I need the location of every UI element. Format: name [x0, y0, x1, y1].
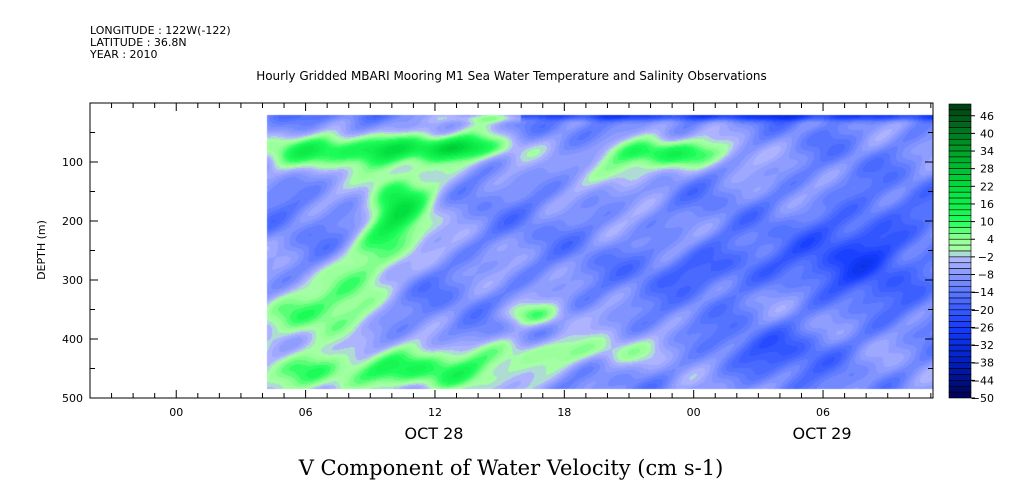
colorbar-swatch: [948, 180, 972, 187]
colorbar-swatch: [948, 333, 972, 340]
colorbar-swatch: [948, 174, 972, 181]
colorbar-swatch: [948, 150, 972, 158]
colorbar-label: −14: [971, 286, 994, 299]
colorbar-swatch: [948, 203, 972, 211]
y-tick-label: 100: [62, 156, 83, 169]
colorbar-swatch: [948, 168, 972, 175]
colorbar-label: −2: [978, 251, 994, 264]
colorbar-swatch: [948, 321, 972, 328]
colorbar-swatch: [948, 274, 972, 281]
colorbar-label: 22: [980, 180, 994, 193]
colorbar-swatch: [948, 227, 972, 234]
colorbar-swatch: [948, 356, 972, 364]
colorbar-label: 16: [980, 198, 994, 211]
x-tick-label: 12: [428, 406, 442, 419]
colorbar-swatch: [948, 215, 972, 222]
colorbar-label: −44: [971, 374, 994, 387]
colorbar-swatch: [948, 197, 972, 205]
plot-title: Hourly Gridded MBARI Mooring M1 Sea Wate…: [256, 69, 767, 83]
colorbar-label: 40: [980, 127, 994, 140]
colorbar-swatch: [948, 233, 972, 240]
colorbar-swatch: [948, 103, 972, 111]
colorbar-swatch: [948, 315, 972, 322]
colorbar-label: −38: [971, 357, 994, 370]
colorbar-swatch: [948, 144, 972, 152]
colorbar-label: 4: [987, 233, 994, 246]
year-label: YEAR : 2010: [90, 48, 158, 61]
colorbar-label: 10: [980, 216, 994, 229]
date-label: OCT 28: [404, 424, 463, 443]
colorbar-swatch: [948, 344, 972, 352]
colorbar-swatch: [948, 374, 972, 381]
colorbar-swatch: [948, 262, 972, 269]
colorbar-swatch: [948, 338, 972, 346]
colorbar-swatch: [948, 391, 972, 399]
longitude-label: LONGITUDE : 122W(-122): [90, 24, 231, 37]
colorbar-swatch: [948, 285, 972, 293]
colorbar-swatch: [948, 209, 972, 217]
colorbar-swatch: [948, 303, 972, 311]
colorbar-swatch: [948, 297, 972, 305]
y-tick-label: 500: [62, 392, 83, 405]
latitude-label: LATITUDE : 36.8N: [90, 36, 187, 49]
colorbar-swatch: [948, 250, 972, 258]
colorbar-label: 28: [980, 163, 994, 176]
colorbar-label: 46: [980, 110, 994, 123]
y-tick-label: 200: [62, 215, 83, 228]
x-tick-label: 06: [299, 406, 313, 419]
colorbar-swatch: [948, 385, 972, 393]
colorbar-swatch: [948, 109, 972, 117]
colorbar-label: −50: [971, 392, 994, 405]
y-axis-label: DEPTH (m): [35, 220, 48, 280]
colorbar-label: −26: [971, 321, 994, 334]
colorbar-swatch: [948, 186, 972, 193]
colorbar-swatch: [948, 362, 972, 369]
colorbar-label: −8: [978, 269, 994, 282]
colorbar-label: −20: [971, 304, 994, 317]
colorbar-swatch: [948, 327, 972, 334]
colorbar-label: 34: [980, 145, 994, 158]
colorbar-swatch: [948, 133, 972, 140]
colorbar-swatch: [948, 221, 972, 228]
y-tick-label: 400: [62, 333, 83, 346]
colorbar-swatch: [948, 368, 972, 375]
colorbar-swatch: [948, 127, 972, 134]
x-axis-label: V Component of Water Velocity (cm s-1): [298, 456, 724, 480]
colorbar-swatch: [948, 238, 972, 246]
colorbar-swatch: [948, 280, 972, 287]
colorbar-swatch: [948, 162, 972, 169]
colorbar-swatch: [948, 268, 972, 275]
colorbar-swatch: [948, 291, 972, 299]
x-tick-label: 00: [169, 406, 183, 419]
plot-frame: [89, 102, 934, 399]
colorbar-swatch: [948, 350, 972, 358]
colorbar-swatch: [948, 138, 972, 146]
x-tick-label: 18: [557, 406, 571, 419]
colorbar-swatch: [948, 256, 972, 264]
colorbar-label: −32: [971, 339, 994, 352]
contour-field: [90, 103, 933, 398]
colorbar-swatch: [948, 191, 972, 199]
colorbar-swatch: [948, 380, 972, 387]
colorbar-swatch: [948, 244, 972, 252]
y-tick-label: 300: [62, 274, 83, 287]
colorbar-swatch: [948, 309, 972, 316]
colorbar-swatch: [948, 156, 972, 164]
x-tick-label: 06: [816, 406, 830, 419]
colorbar-swatch: [948, 115, 972, 122]
date-label: OCT 29: [793, 424, 852, 443]
x-tick-label: 00: [687, 406, 701, 419]
colorbar-swatch: [948, 121, 972, 128]
